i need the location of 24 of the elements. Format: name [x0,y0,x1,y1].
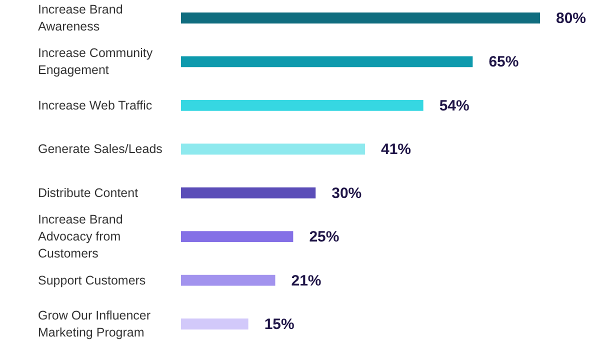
y-tick-label: Generate Sales/Leads [38,142,162,156]
y-tick-label: Grow Our Influencer Marketing Program [38,308,151,340]
y-tick-label: Distribute Content [38,186,139,200]
bar [181,144,365,155]
y-tick-label: Increase Community Engagement [38,46,154,78]
bar [181,274,276,286]
data-label: 80% [556,10,586,27]
y-tick-label: Increase Web Traffic [38,98,152,112]
data-label: 15% [264,316,294,334]
data-label: 65% [488,54,519,71]
data-label: 30% [332,184,362,202]
data-label: 21% [291,272,322,290]
data-label: 54% [439,97,470,114]
data-label: 25% [309,228,340,246]
y-tick-label: Increase Brand Advocacy from Customers [38,212,123,261]
bar [181,231,294,242]
bar [181,100,424,111]
bar [181,187,316,198]
bar [181,12,540,24]
bar [181,318,248,330]
y-tick-label: Support Customers [38,273,146,288]
bar [181,56,473,68]
y-tick-label: Increase Brand Awareness [38,2,123,34]
data-label: 41% [380,141,412,158]
